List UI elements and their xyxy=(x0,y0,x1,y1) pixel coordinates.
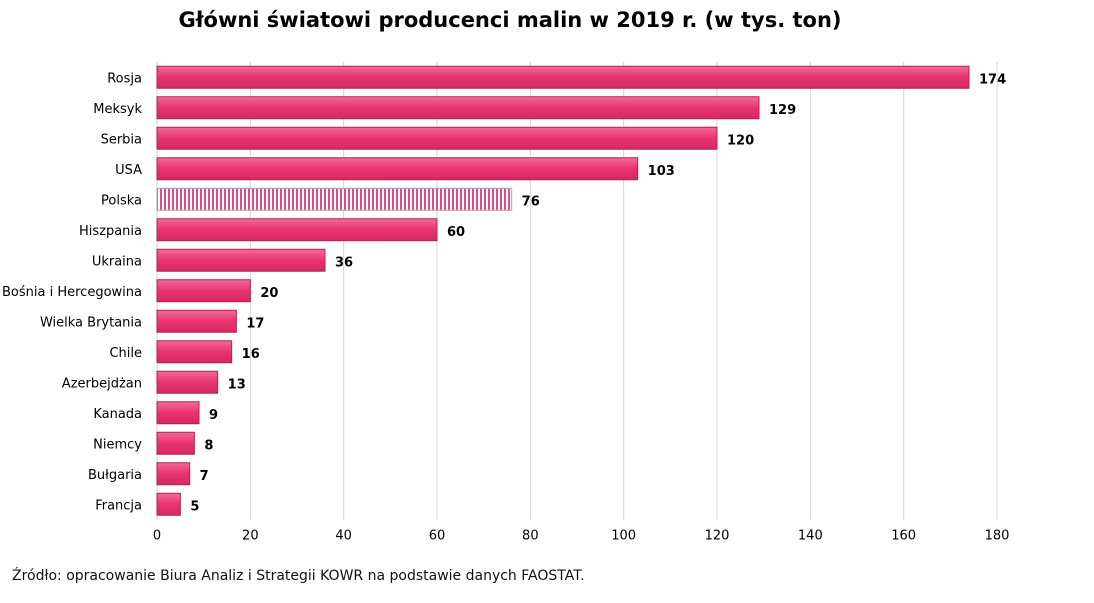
category-labels: Rosja Meksyk Serbia USA Polska Hiszpania Ukrai… xyxy=(2,71,142,513)
x-tick-label: 140 xyxy=(798,529,823,544)
category-label: Hiszpania xyxy=(79,224,142,239)
category-label: Polska xyxy=(101,193,142,208)
bar-5 xyxy=(156,218,438,242)
bar-7 xyxy=(156,279,251,303)
bar-4 xyxy=(156,187,513,211)
bar-8 xyxy=(156,309,237,333)
value-label: 60 xyxy=(447,225,465,240)
value-label: 76 xyxy=(522,194,540,209)
bar-1 xyxy=(156,96,760,120)
value-label: 20 xyxy=(260,286,278,301)
category-label: Azerbejdżan xyxy=(62,376,142,391)
category-label: USA xyxy=(115,163,142,178)
category-label: Bośnia i Hercegowina xyxy=(2,285,142,300)
bar-13 xyxy=(156,462,191,486)
bar-3 xyxy=(156,157,639,181)
bar-6 xyxy=(156,248,326,272)
bar-0 xyxy=(156,65,970,89)
bar-2 xyxy=(156,126,718,150)
value-label: 8 xyxy=(204,438,213,453)
value-label: 103 xyxy=(648,164,675,179)
chart-title: Główni światowi producenci malin w 2019 … xyxy=(178,8,842,32)
x-axis-ticks: 0 20 40 60 80 100 120 140 160 180 xyxy=(153,529,1010,544)
source-note: Źródło: opracowanie Biura Analiz i Strat… xyxy=(12,568,585,584)
x-tick-label: 120 xyxy=(705,529,730,544)
category-label: Chile xyxy=(109,346,142,361)
category-label: Bułgaria xyxy=(88,468,142,483)
value-label: 120 xyxy=(727,133,754,148)
category-label: Serbia xyxy=(101,132,142,147)
x-tick-label: 60 xyxy=(429,529,446,544)
bars xyxy=(156,65,970,516)
value-label: 5 xyxy=(190,499,199,514)
bar-chart: Rosja Meksyk Serbia USA Polska Hiszpania Ukrai… xyxy=(2,62,1010,544)
x-tick-label: 20 xyxy=(242,529,259,544)
x-tick-label: 80 xyxy=(522,529,539,544)
category-label: Francja xyxy=(95,498,142,513)
value-label: 17 xyxy=(246,316,264,331)
bar-11 xyxy=(156,401,200,425)
category-label: Niemcy xyxy=(93,437,142,452)
category-label: Rosja xyxy=(107,71,142,86)
bar-12 xyxy=(156,431,195,455)
category-label: Meksyk xyxy=(93,102,142,117)
value-label: 7 xyxy=(200,469,209,484)
x-tick-label: 40 xyxy=(335,529,352,544)
x-tick-label: 100 xyxy=(611,529,636,544)
value-labels: 174 129 120 103 76 60 36 20 17 16 13 9 8 75 xyxy=(190,72,1006,514)
x-tick-label: 160 xyxy=(891,529,916,544)
category-label: Kanada xyxy=(93,407,142,422)
value-label: 36 xyxy=(335,255,353,270)
value-label: 16 xyxy=(242,347,260,362)
bar-10 xyxy=(156,370,219,394)
x-tick-label: 0 xyxy=(153,529,161,544)
value-label: 174 xyxy=(979,72,1006,87)
category-label: Ukraina xyxy=(92,254,142,269)
value-label: 129 xyxy=(769,103,796,118)
value-label: 13 xyxy=(228,377,246,392)
bar-9 xyxy=(156,340,233,364)
bar-14 xyxy=(156,492,181,516)
value-label: 9 xyxy=(209,408,218,423)
x-tick-label: 180 xyxy=(985,529,1010,544)
category-label: Wielka Brytania xyxy=(40,315,142,330)
